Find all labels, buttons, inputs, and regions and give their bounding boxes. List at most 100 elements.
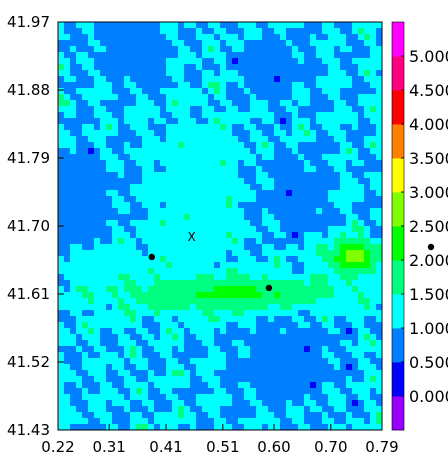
contour-cell xyxy=(136,100,143,107)
contour-cell xyxy=(232,100,239,107)
contour-cell xyxy=(124,82,131,89)
contour-cell xyxy=(232,148,239,155)
contour-cell xyxy=(292,364,299,371)
contour-cell xyxy=(280,34,287,41)
contour-cell xyxy=(238,172,245,179)
contour-cell xyxy=(220,172,227,179)
contour-cell xyxy=(106,106,113,113)
contour-cell xyxy=(118,214,125,221)
contour-cell xyxy=(82,310,89,317)
contour-cell xyxy=(136,214,143,221)
contour-cell xyxy=(262,268,269,275)
contour-cell xyxy=(184,364,191,371)
contour-cell xyxy=(298,244,305,251)
contour-cell xyxy=(82,88,89,95)
contour-cell xyxy=(316,424,323,430)
contour-cell xyxy=(190,154,197,161)
contour-cell xyxy=(172,70,179,77)
contour-cell xyxy=(160,40,167,47)
contour-cell xyxy=(274,52,281,59)
contour-cell xyxy=(334,142,341,149)
contour-cell xyxy=(286,412,293,419)
contour-cell xyxy=(232,400,239,407)
contour-cell xyxy=(190,388,197,395)
contour-cell xyxy=(106,166,113,173)
contour-cell xyxy=(226,34,233,41)
contour-cell xyxy=(172,286,179,293)
contour-cell xyxy=(232,70,239,77)
contour-cell xyxy=(232,322,239,329)
contour-cell xyxy=(88,34,95,41)
contour-cell xyxy=(70,310,77,317)
contour-cell xyxy=(118,400,125,407)
contour-cell xyxy=(100,292,107,299)
contour-cell xyxy=(298,184,305,191)
contour-cell xyxy=(304,226,311,233)
contour-cell xyxy=(232,310,239,317)
contour-cell xyxy=(328,262,335,269)
contour-cell xyxy=(64,106,71,113)
contour-cell xyxy=(112,310,119,317)
contour-cell xyxy=(178,286,185,293)
contour-cell xyxy=(136,52,143,59)
contour-cell xyxy=(316,40,323,47)
contour-cell xyxy=(352,142,359,149)
contour-cell xyxy=(214,124,221,131)
contour-cell xyxy=(214,58,221,65)
contour-cell xyxy=(340,124,347,131)
contour-cell xyxy=(58,334,65,341)
contour-cell xyxy=(298,58,305,65)
contour-cell xyxy=(190,244,197,251)
contour-cell xyxy=(184,400,191,407)
contour-cell xyxy=(202,136,209,143)
contour-cell xyxy=(352,412,359,419)
contour-cell xyxy=(166,220,173,227)
contour-cell xyxy=(358,82,365,89)
contour-cell xyxy=(88,394,95,401)
contour-cell xyxy=(214,46,221,53)
contour-cell xyxy=(70,256,77,263)
contour-cell xyxy=(340,412,347,419)
contour-cell xyxy=(124,322,131,329)
contour-cell xyxy=(274,232,281,239)
contour-cell xyxy=(358,316,365,323)
contour-cell xyxy=(166,28,173,35)
contour-cell xyxy=(304,262,311,269)
contour-cell xyxy=(280,172,287,179)
contour-cell xyxy=(196,148,203,155)
contour-cell xyxy=(262,334,269,341)
contour-cell xyxy=(328,76,335,83)
contour-cell xyxy=(280,220,287,227)
contour-cell xyxy=(58,412,65,419)
contour-cell xyxy=(154,262,161,269)
contour-cell xyxy=(274,142,281,149)
contour-cell xyxy=(220,226,227,233)
contour-cell xyxy=(268,334,275,341)
contour-cell xyxy=(112,424,119,430)
contour-cell xyxy=(124,40,131,47)
contour-cell xyxy=(322,22,329,29)
contour-cell xyxy=(118,160,125,167)
contour-cell xyxy=(124,94,131,101)
contour-cell xyxy=(94,94,101,101)
contour-cell xyxy=(238,100,245,107)
contour-cell xyxy=(190,298,197,305)
contour-cell xyxy=(256,244,263,251)
contour-cell xyxy=(100,352,107,359)
contour-cell xyxy=(112,88,119,95)
contour-cell xyxy=(130,28,137,35)
contour-cell xyxy=(316,226,323,233)
contour-cell xyxy=(346,148,353,155)
contour-cell xyxy=(58,418,65,425)
contour-cell xyxy=(346,268,353,275)
contour-cell xyxy=(352,316,359,323)
contour-cell xyxy=(262,244,269,251)
contour-cell xyxy=(88,106,95,113)
contour-cell xyxy=(232,190,239,197)
contour-cell xyxy=(136,412,143,419)
contour-cell xyxy=(268,22,275,29)
contour-cell xyxy=(166,94,173,101)
contour-cell xyxy=(226,130,233,137)
contour-cell xyxy=(100,82,107,89)
contour-cell xyxy=(322,346,329,353)
